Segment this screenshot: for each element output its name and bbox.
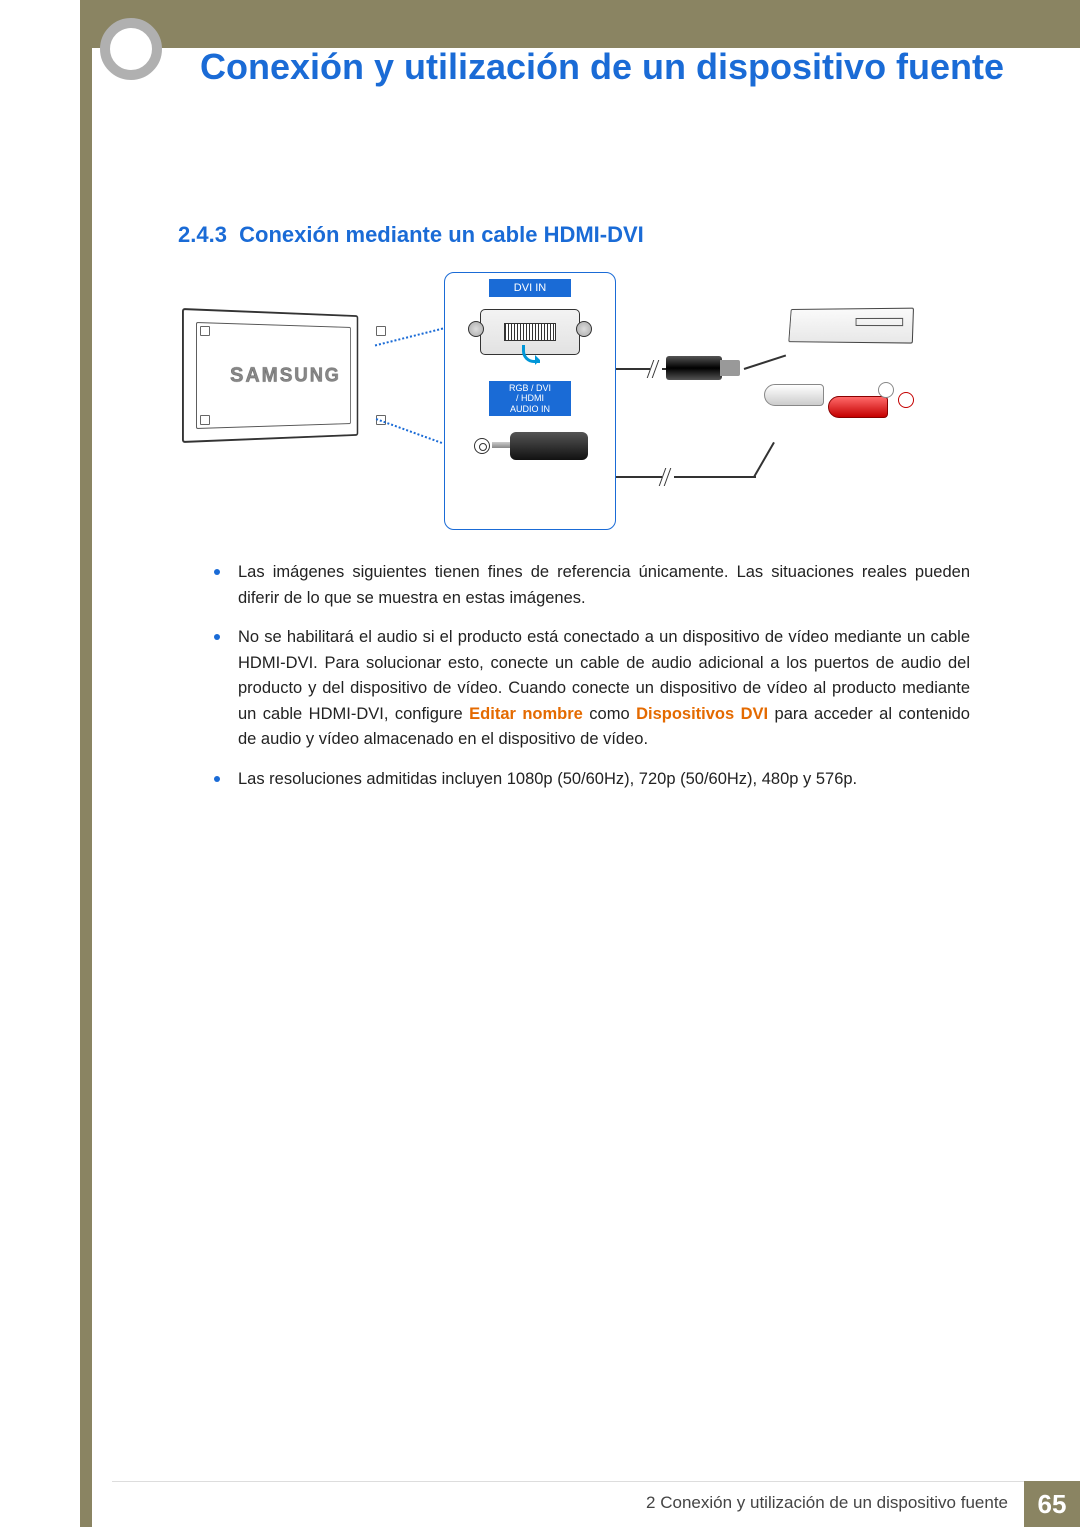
footer-divider: [112, 1481, 1060, 1482]
page-footer: 2 Conexión y utilización de un dispositi…: [92, 1481, 1080, 1527]
note-item: Las imágenes siguientes tienen fines de …: [214, 560, 970, 611]
section-number: 2.4.3: [178, 222, 227, 247]
highlight-editar-nombre: Editar nombre: [469, 705, 583, 723]
cable-break-icon: [662, 468, 674, 486]
header-bar: [92, 0, 1080, 48]
section-title: Conexión mediante un cable HDMI-DVI: [239, 222, 644, 247]
left-margin: [0, 0, 92, 1527]
dvi-connector-icon: [470, 301, 590, 367]
connection-diagram: SAMSUNG DVI IN RGB / DVI / HDMI AUDIO IN: [178, 268, 918, 536]
audio-in-label: RGB / DVI / HDMI AUDIO IN: [489, 381, 571, 416]
audio-cable-line: [616, 476, 756, 478]
note-item: No se habilitará el audio si el producto…: [214, 625, 970, 753]
audio-jack-icon: [470, 422, 590, 472]
chapter-title: Conexión y utilización de un dispositivo…: [200, 44, 1020, 89]
hdmi-cable-line: [744, 354, 786, 369]
dvi-in-label: DVI IN: [489, 279, 571, 297]
audio-cable-line: [753, 442, 775, 478]
monitor-brand-text: SAMSUNG: [230, 364, 341, 388]
highlight-dispositivos-dvi: Dispositivos DVI: [636, 705, 768, 723]
footer-chapter-ref: 2 Conexión y utilización de un dispositi…: [646, 1493, 1008, 1513]
section-heading: 2.4.3 Conexión mediante un cable HDMI-DV…: [178, 222, 644, 248]
left-margin-stripe: [80, 0, 92, 1527]
page-number: 65: [1024, 1481, 1080, 1527]
port-callout-box: DVI IN RGB / DVI / HDMI AUDIO IN: [444, 272, 616, 530]
chapter-circle-icon: [100, 18, 162, 80]
dvd-player-icon: [784, 308, 914, 343]
cable-break-icon: [650, 360, 662, 378]
rotate-arrow-icon: [522, 345, 540, 363]
note-item: Las resoluciones admitidas incluyen 1080…: [214, 767, 970, 793]
notes-list: Las imágenes siguientes tienen fines de …: [214, 560, 970, 807]
hdmi-plug-icon: [666, 350, 746, 386]
monitor-back-illustration: SAMSUNG: [182, 308, 392, 443]
rca-plugs-icon: [764, 384, 914, 430]
